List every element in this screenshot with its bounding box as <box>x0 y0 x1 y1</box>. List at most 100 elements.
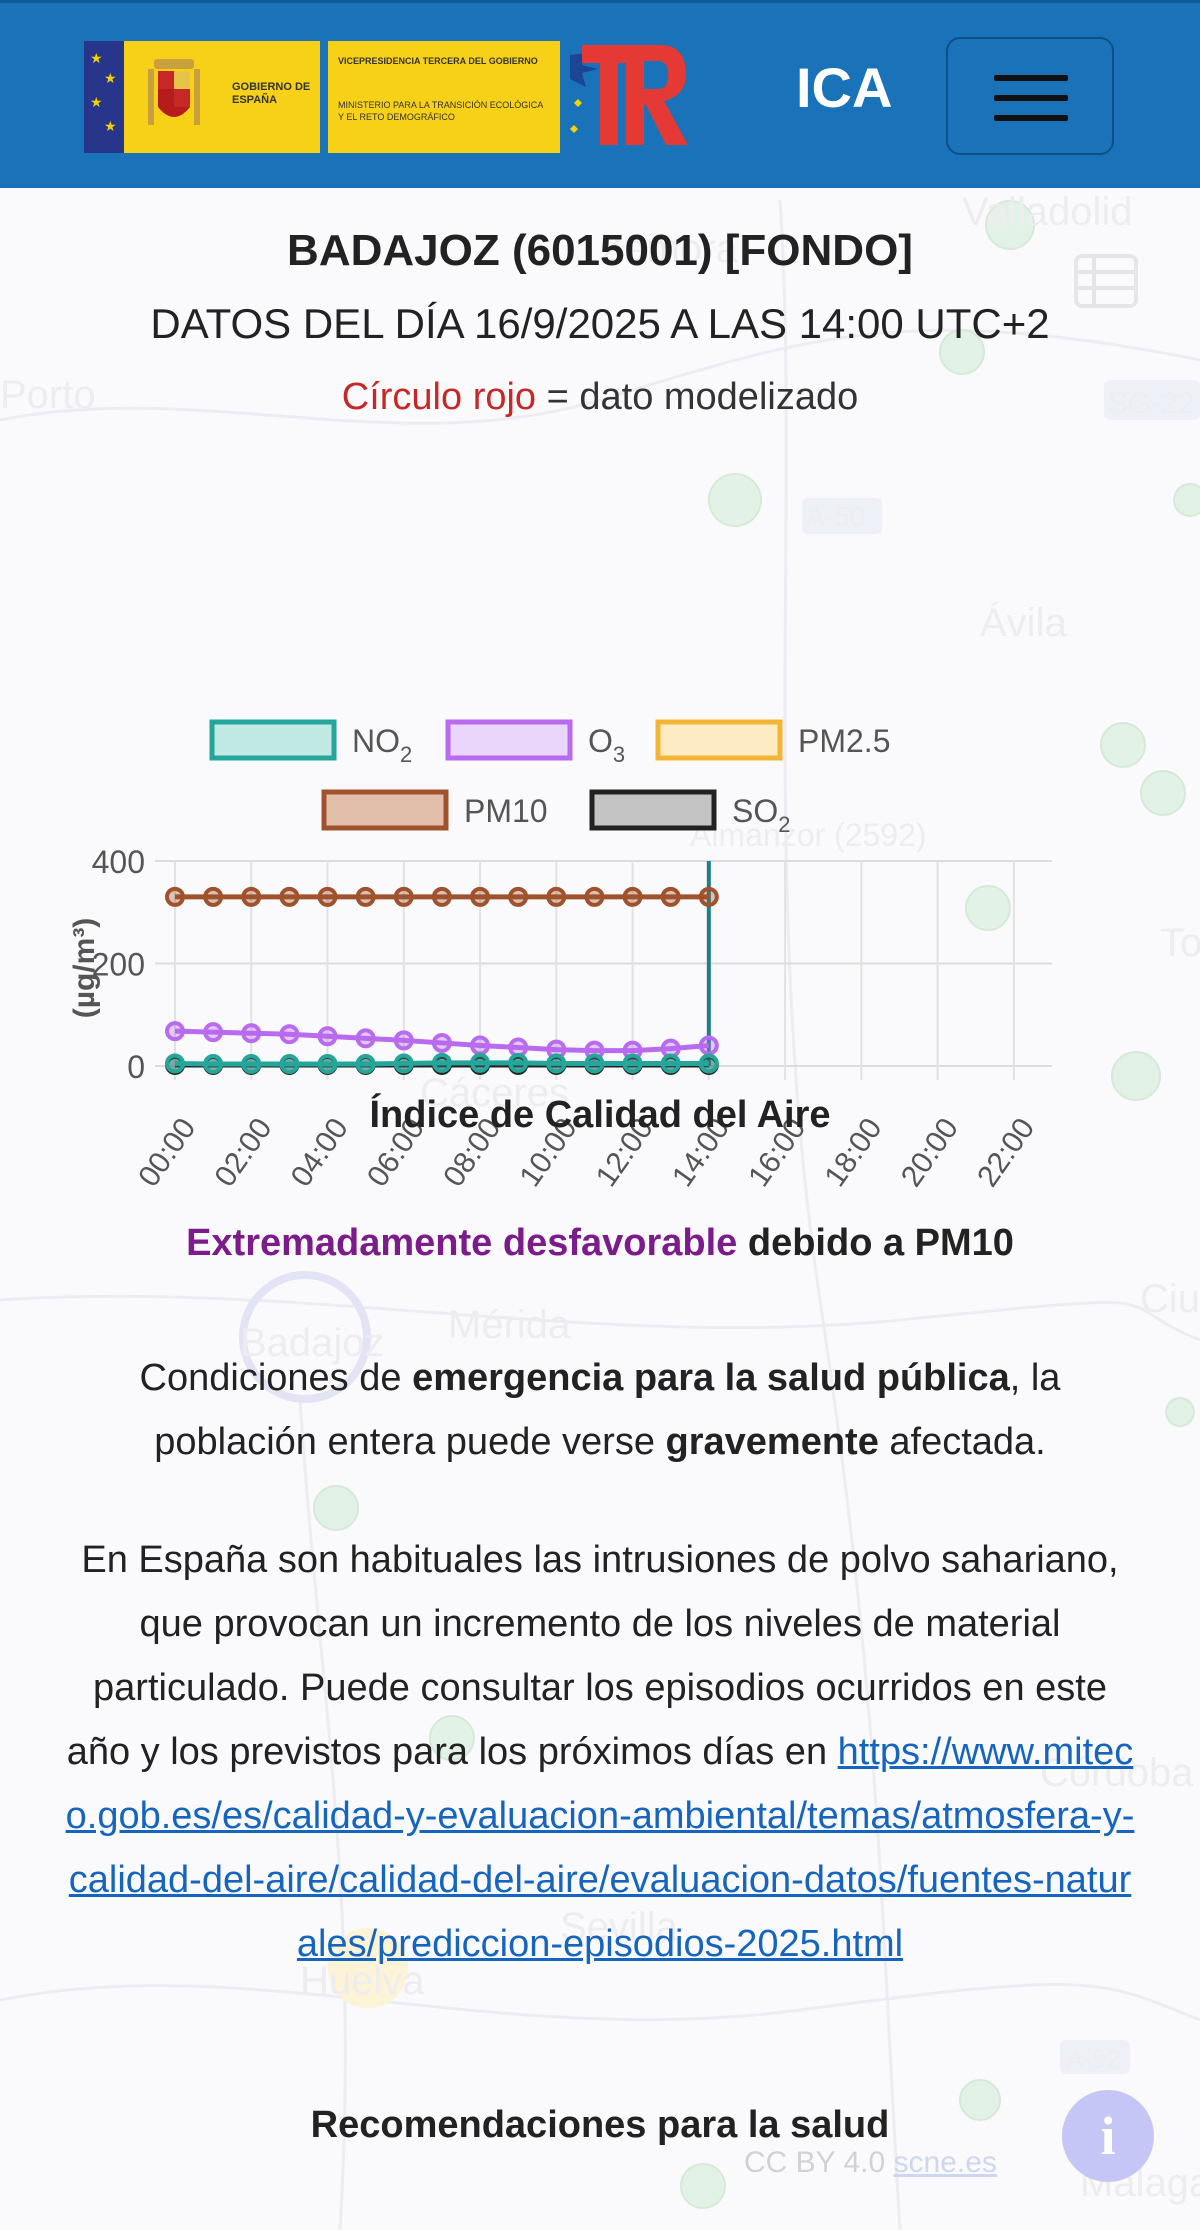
info-button[interactable]: i <box>1062 2090 1154 2182</box>
coat-of-arms-icon <box>148 59 200 125</box>
chart-series <box>165 861 719 1075</box>
map-label: Badajoz <box>240 1321 385 1365</box>
attribution-link[interactable]: scne.es <box>893 2146 997 2179</box>
data-point-o3 <box>393 1030 414 1051</box>
legend-label: SO2 <box>732 793 790 837</box>
gobierno-espana-box: GOBIERNO DE ESPAÑA <box>124 41 320 153</box>
red-circle-label: Círculo rojo <box>341 376 537 418</box>
eu-flag-icon: ★ ★ ★ ★ <box>84 41 124 153</box>
saharan-dust-text: En España son habituales las intrusiones… <box>65 1539 1135 1965</box>
data-point-pm10 <box>279 886 300 907</box>
chart-legend: NO2 O3 PM2.5 PM10 SO2 <box>209 719 890 837</box>
health-recommendations-heading: Recomendaciones para la salud <box>310 2104 890 2146</box>
data-point-no2 <box>393 1053 414 1074</box>
map-label: Ciu <box>1140 1277 1200 1321</box>
episodes-link[interactable]: https://www.miteco.gob.es/es/calidad-y-e… <box>65 1731 1135 1965</box>
y-tick-label: 200 <box>92 947 145 983</box>
health-conditions-text: Condiciones de emergencia para la salud … <box>139 1357 1061 1463</box>
data-point-o3 <box>355 1028 376 1049</box>
ministerio-label: MINISTERIO PARA LA TRANSICIÓN ECOLÓGICA … <box>338 100 543 122</box>
data-point-pm10 <box>470 886 491 907</box>
data-point-pm10 <box>431 886 452 907</box>
legend-label: O3 <box>588 723 625 767</box>
map-label: Almanzor (2592) <box>690 817 927 853</box>
ica-level-line: Extremadamente desfavorable debido a PM1… <box>0 1222 1200 1265</box>
legend-swatch-no2 <box>209 719 337 761</box>
modeled-data-label: = dato modelizado <box>536 376 859 418</box>
data-point-no2 <box>279 1053 300 1074</box>
legend-label: PM2.5 <box>798 723 890 759</box>
data-point-pm10 <box>584 886 605 907</box>
map-label: SG-22 <box>1108 387 1195 420</box>
data-point-o3 <box>241 1023 262 1044</box>
menu-button[interactable] <box>946 37 1114 155</box>
y-tick-label: 400 <box>92 844 145 880</box>
prtr-logo-icon[interactable] <box>560 39 694 155</box>
data-point-no2 <box>546 1053 567 1074</box>
legend-swatch-o3 <box>445 719 573 761</box>
data-point-pm10 <box>546 886 567 907</box>
data-point-pm10 <box>660 886 681 907</box>
data-point-pm10 <box>622 886 643 907</box>
data-point-no2 <box>241 1053 262 1074</box>
legend-label: NO2 <box>352 723 412 767</box>
series-line-o3 <box>174 1028 710 1054</box>
map-label: A-92 <box>1066 2044 1121 2074</box>
data-point-o3 <box>698 1035 719 1056</box>
y-tick-label: 0 <box>127 1049 145 1085</box>
data-point-no2 <box>317 1053 338 1074</box>
data-point-no2 <box>584 1053 605 1074</box>
hamburger-menu-icon <box>994 75 1068 81</box>
data-point-no2 <box>508 1052 529 1073</box>
map-label: Huelva <box>300 1959 425 2003</box>
modeled-data-note: Círculo rojo = dato modelizado <box>0 376 1200 419</box>
data-point-o3 <box>203 1022 224 1043</box>
map-label: Porto <box>0 373 96 417</box>
ica-cause: debido a PM10 <box>737 1222 1014 1264</box>
data-point-pm10 <box>393 886 414 907</box>
map-label: Ávila <box>980 600 1067 645</box>
data-point-no2 <box>470 1052 491 1073</box>
legend-swatch-so2 <box>589 789 717 831</box>
data-point-no2 <box>203 1053 224 1074</box>
top-header: ★ ★ ★ ★ GOBIERNO DE ESPAÑA VICEPRESIDENC… <box>0 0 1200 188</box>
data-point-pm10 <box>165 886 185 907</box>
legend-swatch-pm10 <box>321 789 449 831</box>
data-point-pm10 <box>241 886 262 907</box>
map-label: Córdoba <box>1040 1751 1194 1795</box>
data-point-no2 <box>660 1053 681 1074</box>
data-point-no2 <box>355 1053 376 1074</box>
series-line-no2 <box>174 1060 709 1067</box>
data-point-o3 <box>431 1032 452 1053</box>
map-label: Valladolid <box>962 190 1133 234</box>
app-title: ICA <box>796 56 893 119</box>
data-point-no2 <box>165 1053 185 1074</box>
gobierno-label: GOBIERNO DE ESPAÑA <box>232 81 311 106</box>
table-view-icon[interactable] <box>1074 254 1138 308</box>
data-point-o3 <box>317 1026 338 1047</box>
data-point-pm10 <box>355 886 376 907</box>
legend-swatch-pm25 <box>655 719 783 761</box>
data-point-pm10 <box>698 886 719 907</box>
map-label: To <box>1160 921 1200 965</box>
data-point-no2 <box>431 1052 452 1073</box>
y-axis-label: (µg/m³) <box>68 918 101 1019</box>
data-point-pm10 <box>508 886 529 907</box>
station-name: BADAJOZ (6015001) [FONDO] <box>287 226 913 275</box>
data-point-pm10 <box>203 886 224 907</box>
ministry-box: VICEPRESIDENCIA TERCERA DEL GOBIERNO MIN… <box>328 41 560 153</box>
data-point-o3 <box>470 1035 491 1056</box>
data-point-pm10 <box>317 886 338 907</box>
data-point-no2 <box>698 1053 719 1074</box>
ica-heading: Índice de Calidad del Aire <box>369 1094 831 1136</box>
map-label: A-50 <box>806 501 865 532</box>
map-label: Cáceres <box>420 1071 569 1115</box>
data-datetime: DATOS DEL DÍA 16/9/2025 A LAS 14:00 UTC+… <box>150 300 1050 347</box>
government-logo[interactable]: ★ ★ ★ ★ GOBIERNO DE ESPAÑA VICEPRESIDENC… <box>84 41 560 153</box>
map-label: Zamora <box>600 227 739 271</box>
vicepresidencia-label: VICEPRESIDENCIA TERCERA DEL GOBIERNO <box>338 56 538 66</box>
data-point-o3 <box>279 1024 300 1045</box>
legend-label: PM10 <box>464 793 548 829</box>
map-attribution: CC BY 4.0 scne.es <box>744 2146 997 2179</box>
